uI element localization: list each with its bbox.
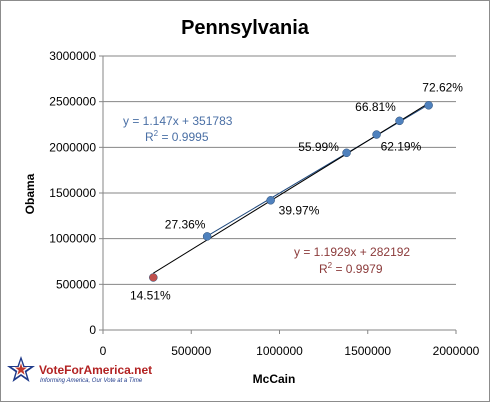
star-icon: [7, 356, 35, 382]
trendlines: [153, 102, 429, 274]
data-points: [149, 101, 433, 282]
data-label: 14.51%: [130, 288, 171, 302]
y-axis-title: Obama: [23, 173, 37, 214]
x-tick-label: 1000000: [256, 344, 303, 358]
data-point: [266, 196, 275, 205]
y-tick-labels: 0 500000 1000000 1500000 2000000 2500000 30000…: [49, 49, 96, 337]
data-labels: 14.51% 27.36% 39.97% 55.99% 62.19% 66.81% 72.6…: [130, 80, 463, 302]
axes: [99, 55, 457, 334]
trendline-r2-red: R2 = 0.9979: [319, 261, 383, 276]
data-point: [342, 148, 351, 158]
data-point: [202, 232, 212, 241]
y-tick-label: 0: [89, 323, 96, 337]
data-label: 27.36%: [165, 217, 206, 231]
data-label: 39.97%: [279, 203, 320, 217]
data-point: [424, 101, 433, 110]
x-tick-label: 2000000: [433, 344, 480, 358]
x-axis-title: McCain: [253, 372, 296, 386]
x-tick-labels: 0 500000 1000000 1500000 2000000: [100, 344, 480, 358]
data-label: 72.62%: [422, 80, 463, 94]
data-point: [372, 130, 381, 139]
data-label: 66.81%: [355, 100, 396, 114]
y-tick-label: 1500000: [49, 186, 96, 200]
y-tick-label: 2500000: [49, 95, 96, 109]
data-point: [395, 116, 404, 126]
trendline-equation-red: y = 1.1929x + 282192: [294, 245, 410, 259]
logo-brand: VoteForAmerica.net: [39, 363, 152, 377]
data-label: 55.99%: [298, 140, 339, 154]
y-tick-label: 2000000: [49, 140, 96, 154]
data-label: 62.19%: [381, 140, 422, 154]
logo: VoteForAmerica.net Informing America, Ou…: [7, 356, 152, 384]
trendline-1: [153, 102, 429, 274]
trendline-r2-blue: R2 = 0.9995: [145, 129, 209, 144]
chart-title: Pennsylvania: [181, 17, 310, 39]
logo-tagline: Informing America, Our Vote at a Time: [40, 378, 143, 384]
x-tick-label: 0: [100, 344, 107, 358]
y-tick-label: 500000: [56, 277, 96, 291]
y-tick-label: 3000000: [49, 49, 96, 63]
x-tick-label: 1500000: [344, 344, 391, 358]
data-point: [149, 273, 158, 282]
x-tick-label: 500000: [171, 344, 211, 358]
trendline-equation-blue: y = 1.147x + 351783: [123, 114, 233, 128]
y-tick-label: 1000000: [49, 232, 96, 246]
